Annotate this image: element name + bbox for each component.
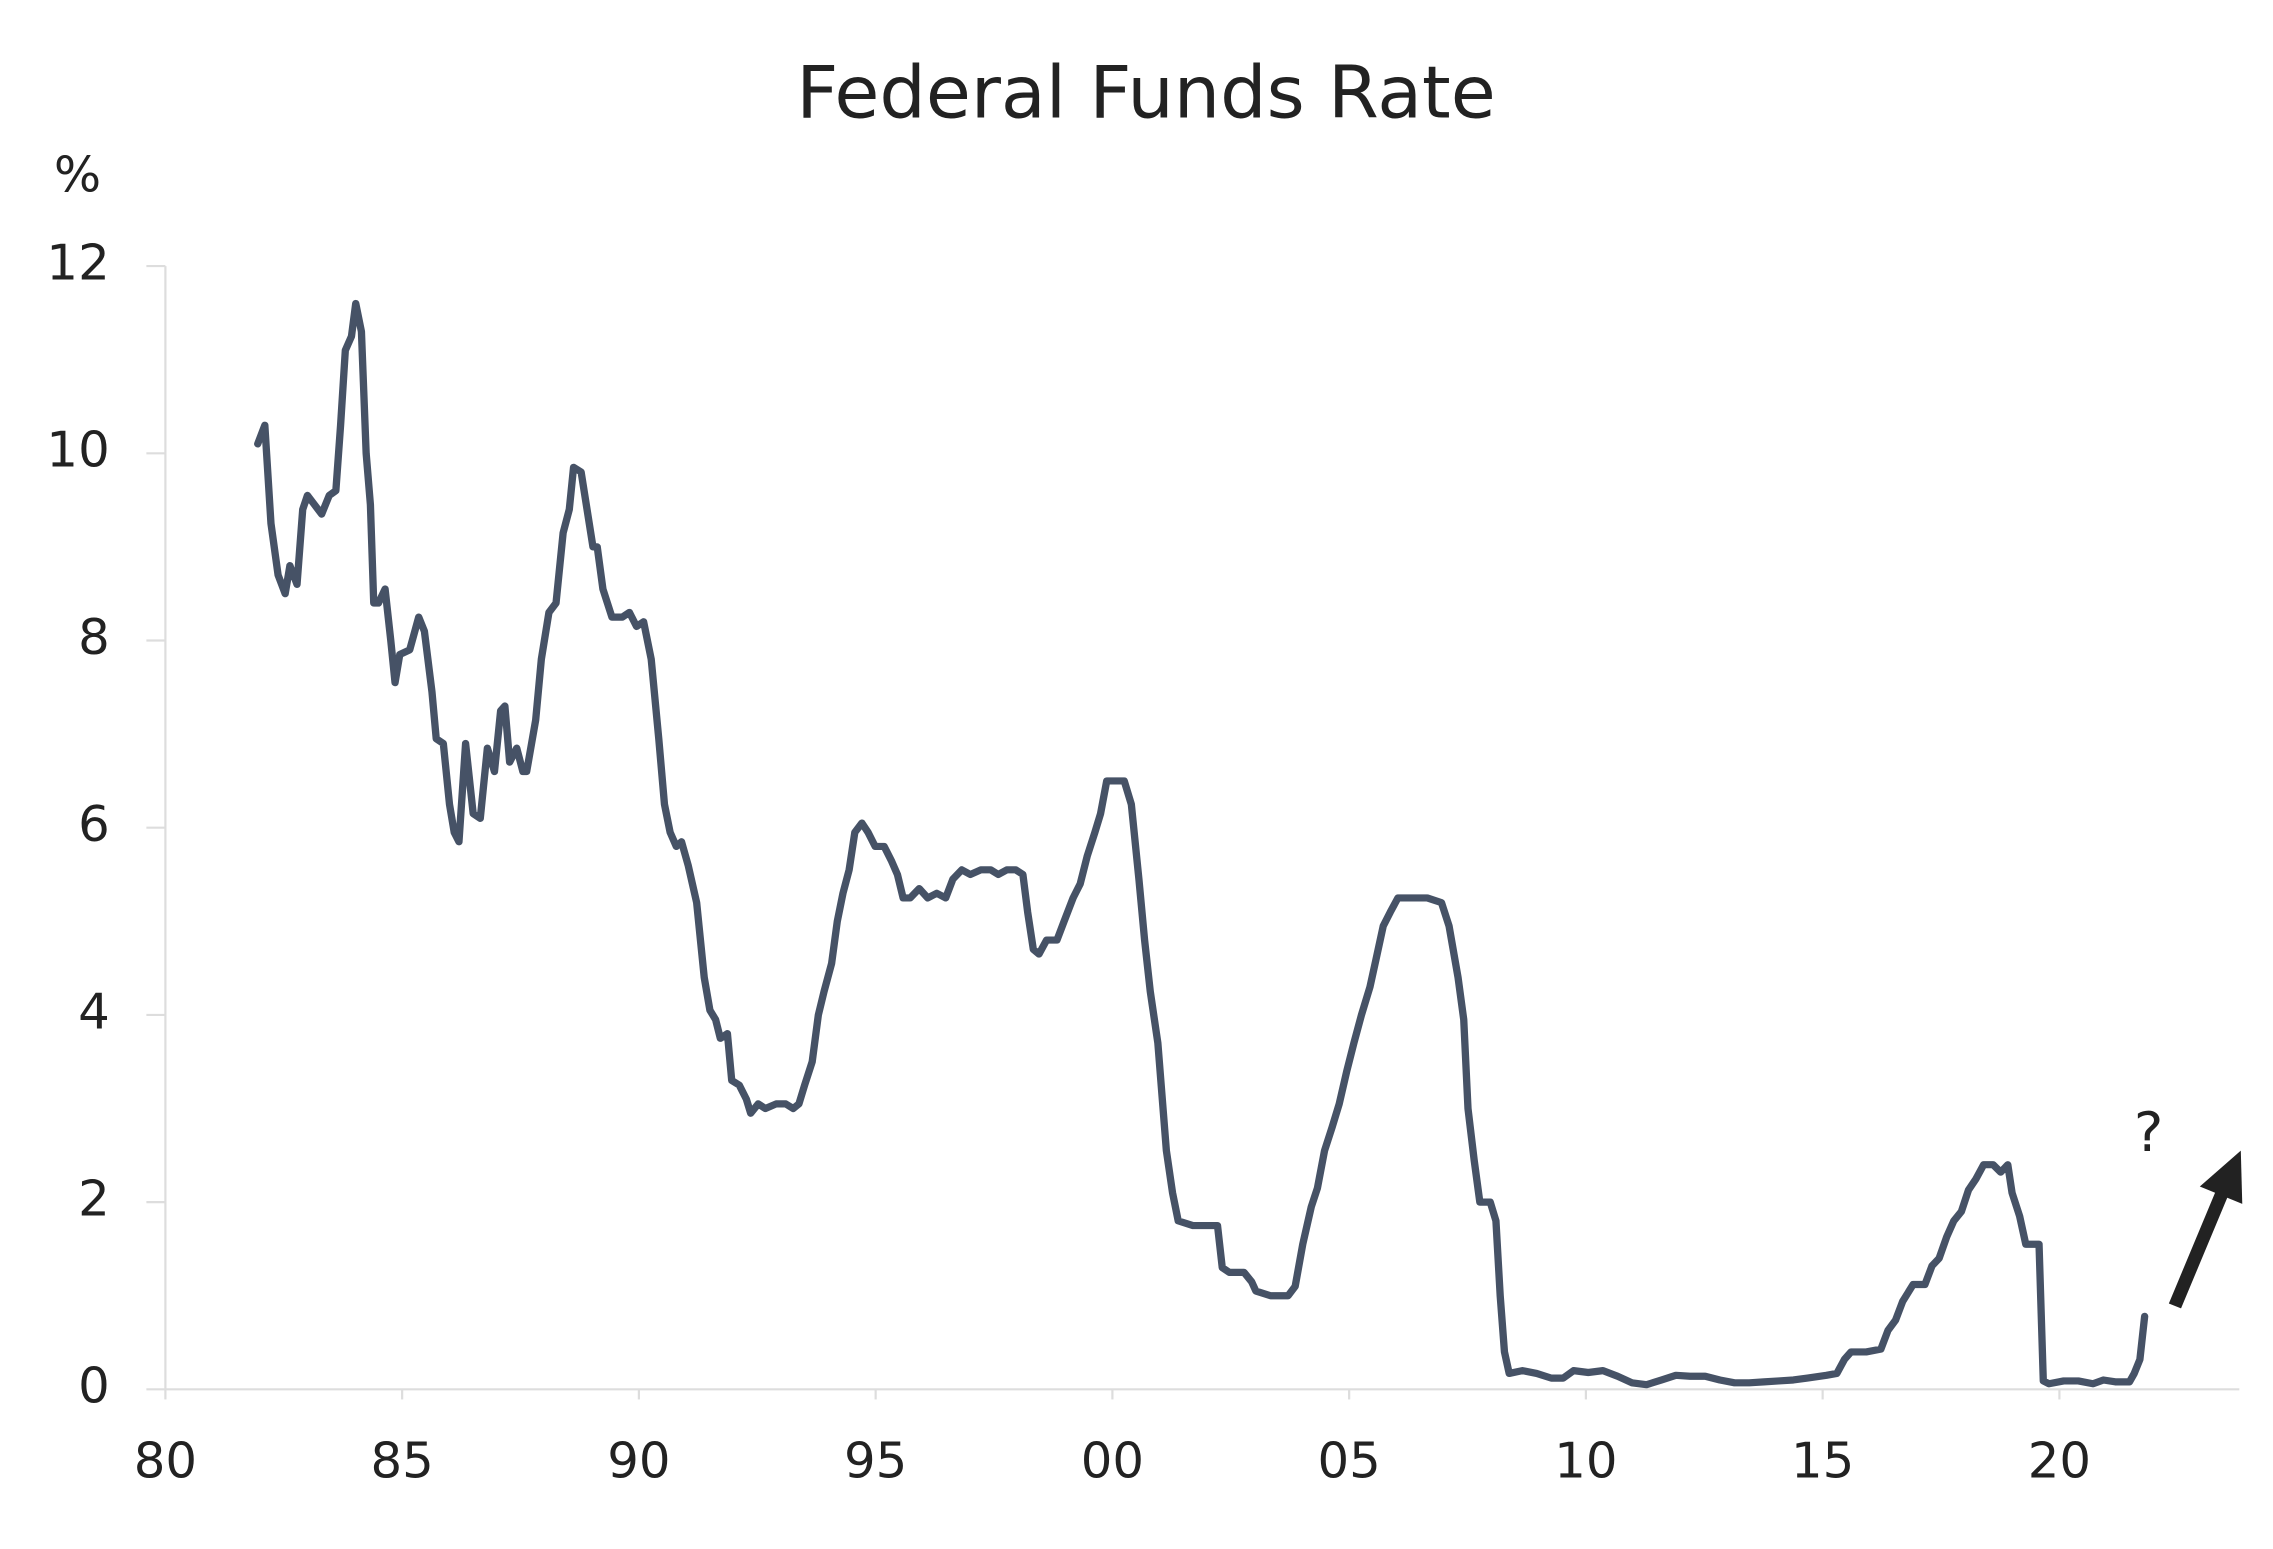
- x-tick-label: 10: [1554, 1432, 1617, 1489]
- line: [254, 299, 2149, 1389]
- arrow-shaft: [2168, 1191, 2228, 1309]
- chart-title: Federal Funds Rate: [796, 52, 1495, 135]
- y-tick-label: 4: [78, 983, 110, 1040]
- annotation: ?: [2134, 1102, 2164, 1165]
- y-tick-label: 2: [78, 1170, 110, 1227]
- x-tick-label: 20: [2028, 1432, 2091, 1489]
- y-axis-label: %: [54, 146, 101, 203]
- y-tick-label: 12: [46, 234, 109, 291]
- x-tick-label: 95: [844, 1432, 907, 1489]
- y-tick-label: 6: [78, 796, 110, 853]
- x-tick-label: 80: [134, 1432, 197, 1489]
- x-tick-label: 15: [1791, 1432, 1854, 1489]
- x-tick-label: 05: [1317, 1432, 1380, 1489]
- arrow: [2168, 1150, 2243, 1309]
- x-tick-label: 85: [370, 1432, 433, 1489]
- x-tick-label: 90: [607, 1432, 670, 1489]
- x-tick-label: 00: [1081, 1432, 1144, 1489]
- y-tick-label: 8: [78, 608, 110, 665]
- y-tick-label: 0: [78, 1357, 110, 1414]
- y-tick-label: 10: [46, 421, 109, 478]
- arrow-head: [2199, 1150, 2243, 1204]
